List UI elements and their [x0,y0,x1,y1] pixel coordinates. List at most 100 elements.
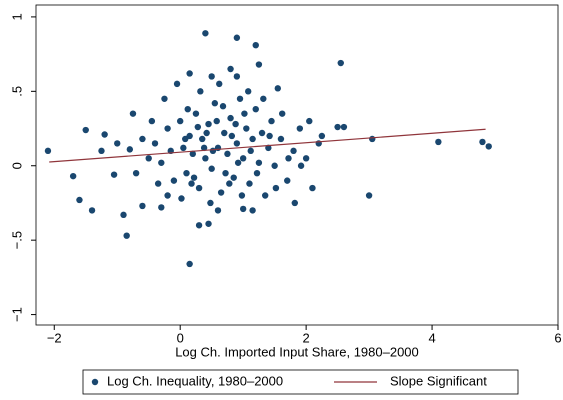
point [219,103,227,110]
point [148,117,156,125]
point [479,138,486,146]
point [258,129,266,137]
point [213,117,220,125]
point [232,120,239,128]
point [207,199,214,207]
point [435,138,442,146]
point [309,184,316,192]
point [88,207,96,214]
point [245,88,252,95]
x-tick-label: 6 [554,330,561,345]
point [222,169,229,177]
point [262,192,269,199]
point [224,150,231,158]
point [203,129,210,137]
point [164,125,171,132]
point [110,171,118,178]
y-tick-label: 1 [9,13,24,20]
point [243,125,250,132]
point [318,132,326,140]
point [221,129,228,137]
y-tick-label: 0 [9,162,24,169]
legend-label: Log Ch. Inequality, 1980–2000 [107,373,283,388]
point [249,135,256,143]
point [252,105,259,113]
point [186,70,193,77]
point [202,155,209,162]
point [208,165,215,172]
point [69,172,77,180]
point [217,189,225,196]
point [238,192,246,199]
x-tick-label: 2 [303,330,310,345]
point [277,135,285,143]
point [194,123,202,131]
point [154,180,162,187]
point [236,95,244,102]
point [205,120,212,128]
point [214,207,222,214]
point [233,73,241,80]
point [209,147,217,155]
point [266,132,273,140]
point [182,135,189,143]
point [485,143,492,150]
point [279,110,286,117]
point [195,184,203,192]
point [200,144,208,152]
point [158,159,165,166]
point [188,180,195,187]
point [255,159,263,166]
point [268,117,275,125]
point [253,169,261,177]
point [189,150,196,158]
point [145,155,152,162]
point [239,205,247,213]
point [228,132,236,140]
point [233,34,241,41]
point [284,177,291,184]
point [176,117,184,125]
point [306,117,313,125]
point [186,260,193,268]
point [184,105,191,113]
x-axis-label: Log Ch. Imported Input Share, 1980–2000 [175,344,419,359]
point [297,162,305,169]
x-tick-label: 4 [428,330,435,345]
legend-label: Slope Significant [390,373,487,388]
y-tick-label: −.5 [9,231,24,249]
point [190,174,198,181]
point [132,169,140,177]
point [164,192,171,199]
point [161,95,168,102]
fit-line [49,128,486,163]
point [290,147,297,155]
point [252,41,259,49]
point [239,155,247,162]
point [180,144,187,152]
point [337,59,344,67]
point [247,147,254,155]
point [178,195,185,202]
point [285,155,292,162]
point [158,204,165,211]
point [129,110,137,117]
point [241,110,248,117]
point [183,169,190,177]
point [249,207,256,214]
point [199,135,206,143]
point [216,80,223,88]
point [291,199,298,207]
point [296,125,304,132]
point [44,147,52,155]
point [227,114,234,122]
point [98,147,105,155]
point [205,220,212,227]
point [82,126,89,134]
point [230,174,237,181]
point [233,140,241,147]
legend-symbol [91,378,99,386]
point [192,110,200,117]
point [139,202,146,210]
